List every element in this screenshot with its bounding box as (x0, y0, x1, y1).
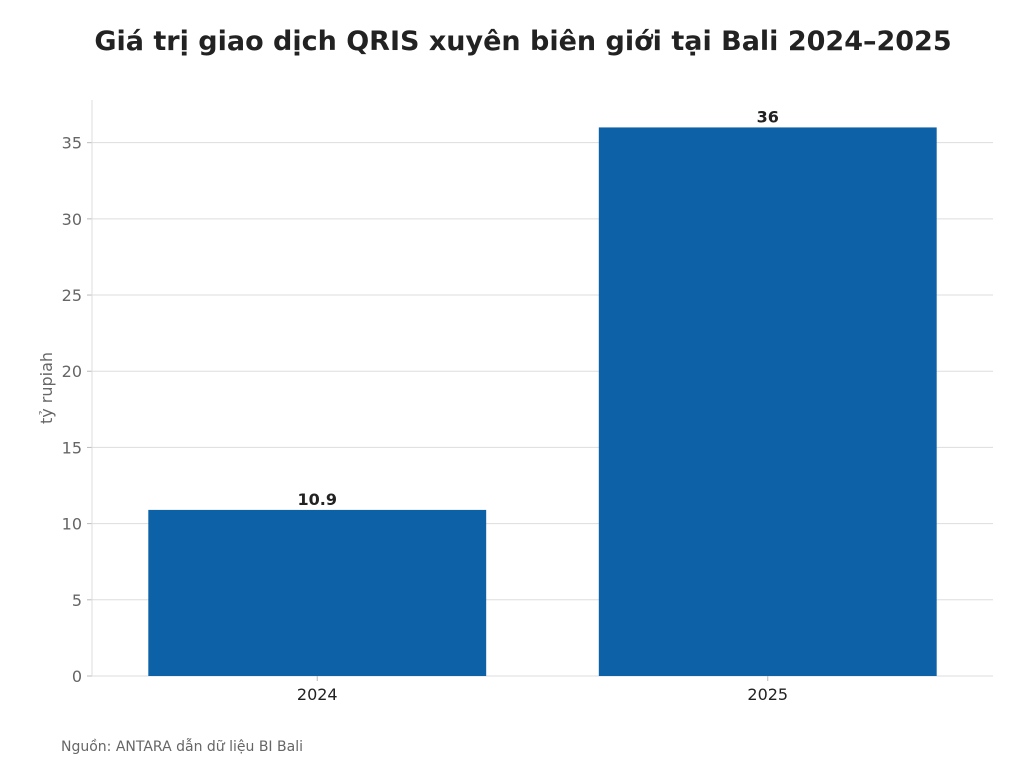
y-tick-label: 35 (62, 134, 82, 153)
y-tick-label: 0 (72, 667, 82, 686)
chart-title: Giá trị giao dịch QRIS xuyên biên giới t… (94, 26, 952, 57)
y-tick-label: 25 (62, 286, 82, 305)
x-tick-label: 2025 (747, 685, 788, 704)
y-tick-label: 15 (62, 438, 82, 457)
y-tick-label: 20 (62, 362, 82, 381)
y-tick-label: 10 (62, 515, 82, 534)
bar-2025 (598, 127, 937, 676)
bars (148, 127, 937, 676)
y-tick-label: 5 (72, 591, 82, 610)
y-tick-label: 30 (62, 210, 82, 229)
source-note: Nguồn: ANTARA dẫn dữ liệu BI Bali (61, 739, 303, 755)
data-label: 36 (757, 107, 779, 126)
x-tick-label: 2024 (297, 685, 338, 704)
data-label: 10.9 (298, 490, 337, 509)
y-axis-label: tỷ rupiah (37, 352, 56, 424)
bar-2024 (148, 509, 487, 676)
data-labels: 10.9 36 (298, 107, 779, 508)
